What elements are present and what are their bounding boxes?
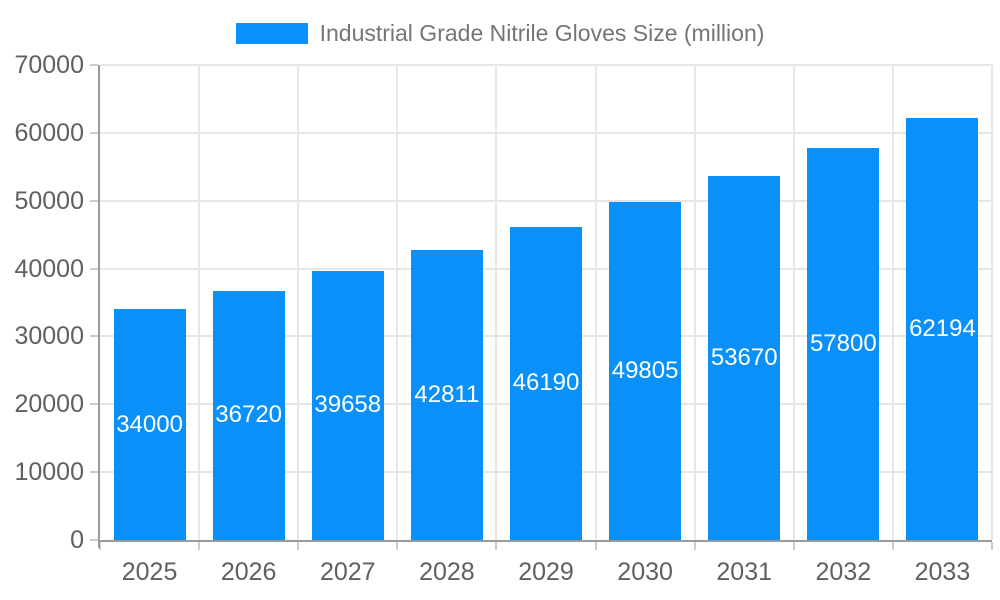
y-axis-tick-label: 40000 xyxy=(14,254,84,283)
y-axis-tick xyxy=(90,131,98,134)
y-axis-tick-label: 50000 xyxy=(14,186,84,215)
vertical-gridline xyxy=(891,65,894,540)
legend-item[interactable]: Industrial Grade Nitrile Gloves Size (mi… xyxy=(0,17,1000,49)
y-axis-tick-label: 70000 xyxy=(14,51,84,79)
x-axis-tick-label: 2031 xyxy=(716,558,773,586)
horizontal-gridline xyxy=(100,131,992,134)
x-axis-tick xyxy=(396,542,399,550)
vertical-gridline xyxy=(693,65,696,540)
x-axis-tick-label: 2030 xyxy=(617,558,673,586)
x-axis-tick-label: 2025 xyxy=(121,558,178,586)
y-axis-tick xyxy=(90,471,98,474)
y-axis-tick-label: 10000 xyxy=(14,458,84,487)
x-axis-tick-label: 2033 xyxy=(914,558,971,586)
y-axis-tick xyxy=(90,539,98,541)
y-axis-tick-label: 0 xyxy=(70,526,84,554)
x-axis-tick-label: 2032 xyxy=(815,558,872,586)
x-axis-tick-label: 2028 xyxy=(419,558,475,586)
vertical-gridline xyxy=(991,65,993,540)
vertical-gridline xyxy=(198,65,201,540)
y-axis-tick xyxy=(90,335,98,338)
y-axis-tick xyxy=(90,267,98,270)
x-axis-tick xyxy=(198,542,201,550)
y-axis-tick-label: 20000 xyxy=(14,390,84,419)
x-axis-tick-label: 2029 xyxy=(518,558,574,586)
x-axis-tick xyxy=(297,542,300,550)
x-axis-tick xyxy=(594,542,597,550)
vertical-gridline xyxy=(396,65,399,540)
y-axis-line xyxy=(98,65,100,548)
bar-2025[interactable] xyxy=(113,309,186,540)
bar-2026[interactable] xyxy=(212,290,285,540)
vertical-gridline xyxy=(792,65,795,540)
x-axis-tick xyxy=(991,542,993,550)
x-axis-tick-label: 2026 xyxy=(220,558,277,586)
x-axis-tick xyxy=(693,542,696,550)
bar-2027[interactable] xyxy=(311,270,384,540)
vertical-gridline xyxy=(594,65,597,540)
bar-2028[interactable] xyxy=(410,249,483,540)
legend-label: Industrial Grade Nitrile Gloves Size (mi… xyxy=(319,20,765,46)
bar-2031[interactable] xyxy=(708,175,781,540)
horizontal-gridline xyxy=(100,64,992,66)
x-axis-tick-label: 2027 xyxy=(319,558,376,586)
bar-2033[interactable] xyxy=(906,117,979,540)
x-axis-tick xyxy=(891,542,894,550)
vertical-gridline xyxy=(297,65,300,540)
plot-area: 0 10000 20000 30000 40000 50000 60000 70000 3400… xyxy=(14,51,993,586)
y-axis-tick-label: 60000 xyxy=(14,118,84,147)
x-axis-tick xyxy=(792,542,795,550)
x-axis-tick xyxy=(495,542,498,550)
x-axis-line xyxy=(98,540,992,542)
y-axis-tick xyxy=(90,64,98,66)
y-axis-tick xyxy=(90,403,98,406)
vertical-gridline xyxy=(495,65,498,540)
bar-2032[interactable] xyxy=(807,147,880,540)
legend-swatch-icon xyxy=(235,22,308,44)
bar-2029[interactable] xyxy=(510,226,582,540)
y-axis-tick-label: 30000 xyxy=(14,322,84,351)
bar-2030[interactable] xyxy=(609,202,682,540)
x-axis-tick xyxy=(99,542,101,550)
y-axis-tick xyxy=(90,199,98,202)
